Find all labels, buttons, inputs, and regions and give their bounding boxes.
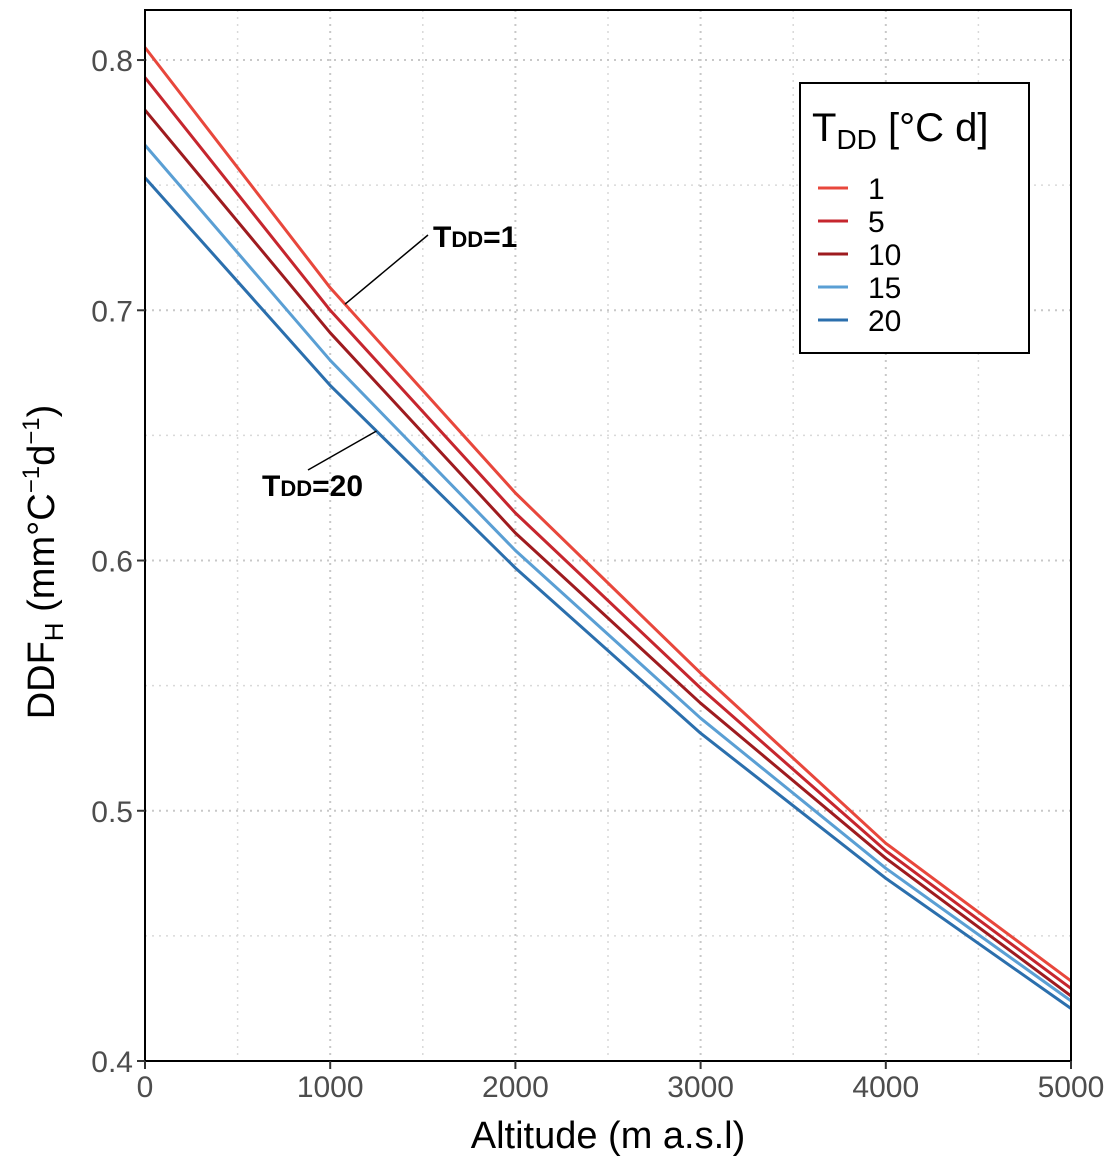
x-axis-title: Altitude (m a.s.l) [471,1115,746,1157]
series-line-1 [143,46,1072,983]
legend-label-20: 20 [868,305,901,338]
x-tick-label: 1000 [297,1071,364,1104]
y-tick-label: 0.7 [91,295,133,328]
x-tick-label: 5000 [1038,1071,1105,1104]
series-line-10 [143,109,1072,998]
y-tick-label: 0.6 [91,546,133,579]
grid [144,10,1072,1062]
x-tick-label: 0 [137,1071,154,1104]
legend-label-15: 15 [868,272,901,305]
legend-title: TDD [°C d] [812,106,988,155]
legend-label-10: 10 [868,239,901,272]
series-lines [143,46,1072,1010]
series-line-5 [143,76,1072,990]
legend-label-1: 1 [868,173,885,206]
series-line-20 [143,176,1072,1010]
y-tick-label: 0.8 [91,45,133,78]
annotation-tdd1: TDD=1 [433,221,517,254]
x-tick-label: 3000 [667,1071,734,1104]
x-tick-label: 2000 [482,1071,549,1104]
annotations: TDD=1 TDD=20 [262,221,517,503]
annotation-leader-tdd1 [344,234,429,305]
y-tick-label: 0.4 [91,1046,133,1079]
legend-box [799,82,1030,354]
annotation-leader-tdd20 [307,430,377,471]
y-axis-title: DDFH (mm°C−1d−1) [18,405,69,720]
axis-ticks: 0 1000 2000 3000 4000 5000 0.4 0.5 0.6 0.7 0.8 [91,45,1104,1104]
annotation-tdd20: TDD=20 [262,470,363,503]
series-line-15 [143,144,1072,1003]
x-tick-label: 4000 [852,1071,919,1104]
plot-panel-border [144,9,1072,1062]
y-tick-label: 0.5 [91,796,133,829]
legend-label-5: 5 [868,206,885,239]
